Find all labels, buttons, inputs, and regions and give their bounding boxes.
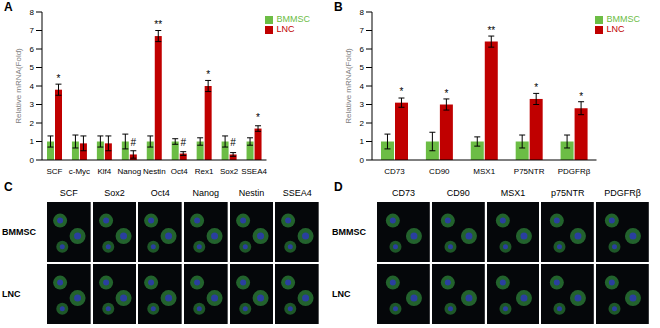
svg-text:*: * (400, 86, 404, 97)
svg-text:#: # (180, 137, 186, 148)
svg-text:Sox2: Sox2 (220, 167, 239, 176)
html-text:PDGFRβ: PDGFRβ (604, 188, 641, 198)
svg-text:Nestin: Nestin (143, 167, 166, 176)
svg-text:c-Myc: c-Myc (69, 167, 90, 176)
svg-text:Klf4: Klf4 (97, 167, 111, 176)
svg-text:**: ** (487, 25, 495, 36)
svg-text:0: 0 (360, 156, 365, 165)
html-text:A: A (4, 0, 13, 14)
html-text:LNC: LNC (276, 24, 295, 34)
svg-text:*: * (579, 91, 583, 102)
svg-text:*: * (206, 69, 210, 80)
svg-text:6: 6 (360, 45, 365, 54)
html-text:B: B (334, 0, 343, 14)
html-text:Nestin: Nestin (238, 188, 265, 198)
svg-text:*: * (444, 88, 448, 99)
svg-text:CD73: CD73 (384, 167, 405, 176)
svg-text:2: 2 (360, 119, 365, 128)
html-text:BMMSC: BMMSC (276, 14, 310, 24)
svg-text:6: 6 (30, 45, 35, 54)
svg-text:8: 8 (30, 8, 35, 17)
html-text:D: D (334, 180, 343, 194)
svg-text:2: 2 (30, 119, 35, 128)
svg-text:0: 0 (30, 156, 35, 165)
svg-text:PDGFRβ: PDGFRβ (558, 167, 591, 176)
html-text:C: C (4, 180, 13, 194)
html-text:SCF: SCF (59, 188, 78, 198)
svg-text:SSEA4: SSEA4 (241, 167, 267, 176)
svg-text:5: 5 (30, 63, 35, 72)
svg-text:#: # (230, 137, 236, 148)
svg-text:Rex1: Rex1 (195, 167, 214, 176)
svg-text:4: 4 (360, 82, 365, 91)
html-text:Oct4: Oct4 (150, 188, 170, 198)
svg-text:*: * (534, 82, 538, 93)
html-text:p75NTR: p75NTR (551, 188, 585, 198)
html-text:LNC: LNC (606, 24, 625, 34)
html-text:LNC: LNC (332, 289, 351, 299)
svg-text:7: 7 (30, 26, 35, 35)
html-text:Sox2: Sox2 (104, 188, 125, 198)
html-text:CD90: CD90 (446, 188, 470, 198)
html-text:BMMSC: BMMSC (332, 227, 366, 237)
svg-text:1: 1 (30, 137, 35, 146)
svg-text:Relative mRNA(Fold): Relative mRNA(Fold) (344, 48, 353, 124)
html-text:MSX1: MSX1 (500, 188, 526, 198)
svg-text:**: ** (154, 19, 162, 30)
svg-text:SCF: SCF (46, 167, 62, 176)
svg-text:*: * (256, 112, 260, 123)
svg-text:Oct4: Oct4 (171, 167, 188, 176)
svg-text:Nanog: Nanog (118, 167, 142, 176)
html-text:BMMSC: BMMSC (606, 14, 640, 24)
html-text:SSEA4: SSEA4 (282, 188, 312, 198)
svg-text:5: 5 (360, 63, 365, 72)
svg-text:3: 3 (30, 100, 35, 109)
svg-text:4: 4 (30, 82, 35, 91)
html-text:BMMSC: BMMSC (2, 227, 36, 237)
svg-text:3: 3 (360, 100, 365, 109)
svg-text:MSX1: MSX1 (473, 167, 495, 176)
svg-text:7: 7 (360, 26, 365, 35)
svg-text:CD90: CD90 (429, 167, 450, 176)
html-text:LNC: LNC (2, 289, 21, 299)
html-text:CD73: CD73 (391, 188, 415, 198)
svg-text:#: # (131, 137, 137, 148)
svg-text:8: 8 (360, 8, 365, 17)
svg-text:Relative mRNA(Fold): Relative mRNA(Fold) (14, 48, 23, 124)
svg-text:P75NTR: P75NTR (514, 167, 545, 176)
svg-text:*: * (57, 73, 61, 84)
html-text:Nanog: Nanog (192, 188, 220, 198)
svg-text:1: 1 (360, 137, 365, 146)
